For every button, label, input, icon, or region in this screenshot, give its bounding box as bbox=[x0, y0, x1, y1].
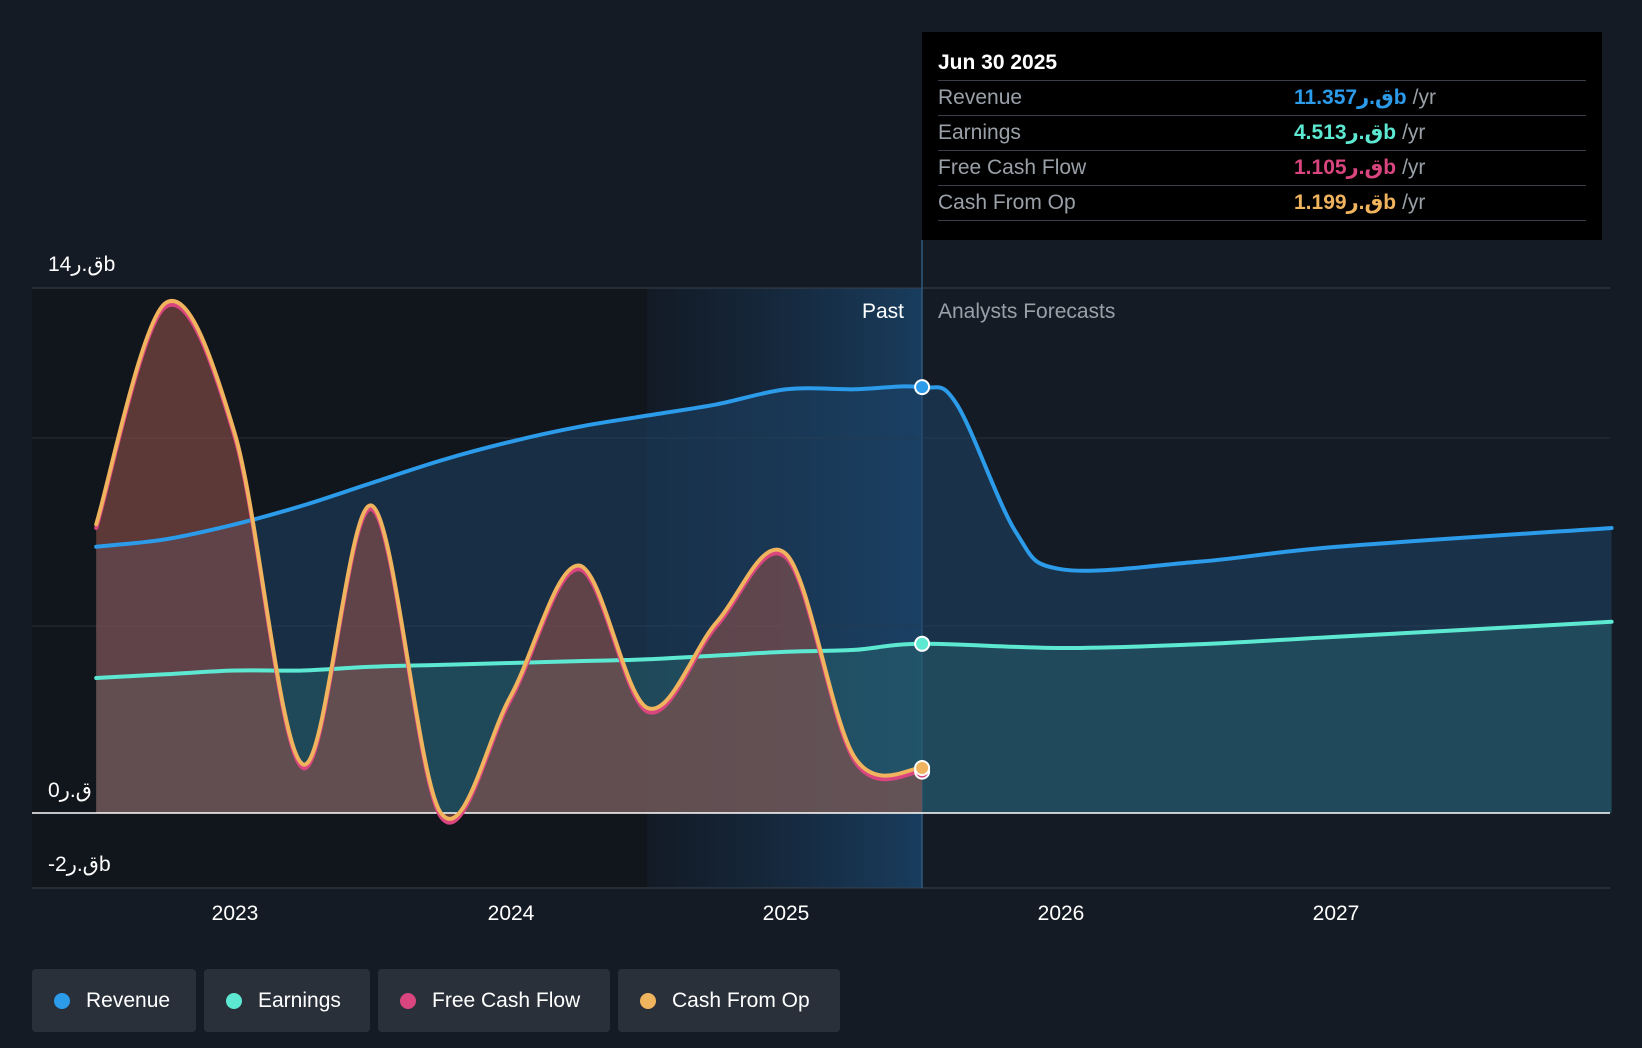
tooltip-value-text: 1.105ق.رb bbox=[1294, 156, 1397, 179]
x-tick-2026: 2026 bbox=[1037, 902, 1085, 925]
tooltip-unit: /yr bbox=[1402, 191, 1426, 214]
tooltip-value-text: 1.199ق.رb bbox=[1294, 191, 1397, 214]
free-cash-flow-area bbox=[96, 304, 923, 823]
tooltip-value-text: 4.513ق.رb bbox=[1294, 121, 1397, 144]
x-tick-2023: 2023 bbox=[211, 902, 259, 925]
tooltip-row-revenue: Revenue 11.357ق.رb/yr bbox=[938, 81, 1586, 116]
legend-label: Earnings bbox=[258, 988, 341, 1012]
tooltip-unit: /yr bbox=[1412, 86, 1436, 109]
tooltip-panel: Jun 30 2025 Revenue 11.357ق.رb/yr Earnin… bbox=[922, 32, 1602, 240]
tooltip-row-cfo: Cash From Op 1.199ق.رb/yr bbox=[938, 186, 1586, 221]
tooltip-label: Revenue bbox=[938, 86, 1023, 109]
tooltip-value: 11.357ق.رb/yr bbox=[1294, 81, 1436, 114]
revenue-area bbox=[96, 386, 1612, 813]
cash-from-op-marker[interactable] bbox=[914, 760, 931, 776]
earnings-marker[interactable] bbox=[914, 635, 931, 652]
tooltip-label: Cash From Op bbox=[938, 191, 1076, 214]
forecast-label: Analysts Forecasts bbox=[938, 300, 1116, 323]
legend-dot-icon bbox=[640, 992, 656, 1009]
tooltip-row-earnings: Earnings 4.513ق.رb/yr bbox=[938, 116, 1586, 151]
tooltip-date: Jun 30 2025 bbox=[938, 46, 1586, 81]
legend-label: Cash From Op bbox=[672, 988, 810, 1012]
legend-free-cash-flow[interactable]: Free Cash Flow bbox=[378, 969, 610, 1032]
tooltip-row-fcf: Free Cash Flow 1.105ق.رb/yr bbox=[938, 151, 1586, 186]
legend-dot-icon bbox=[54, 992, 70, 1009]
y-label-zero: 0ق.ر bbox=[48, 779, 92, 802]
tooltip-value-text: 11.357ق.رb bbox=[1294, 86, 1407, 109]
tooltip-value: 1.105ق.رb/yr bbox=[1294, 151, 1425, 184]
legend-label: Free Cash Flow bbox=[432, 988, 581, 1012]
legend-cash-from-op[interactable]: Cash From Op bbox=[618, 969, 840, 1032]
earnings-line bbox=[94, 619, 1614, 680]
tooltip-unit: /yr bbox=[1402, 121, 1426, 144]
tooltip-label: Free Cash Flow bbox=[938, 156, 1087, 179]
past-label: Past bbox=[861, 300, 904, 323]
legend-dot-icon bbox=[400, 992, 416, 1009]
x-tick-2025: 2025 bbox=[762, 902, 810, 925]
cash-from-op-area bbox=[96, 300, 923, 819]
cash-from-op-line bbox=[94, 299, 925, 821]
tooltip-value: 1.199ق.رb/yr bbox=[1294, 186, 1425, 219]
y-label-bottom: -2ق.رb bbox=[48, 853, 111, 876]
revenue-marker[interactable] bbox=[914, 379, 931, 396]
earnings-area bbox=[96, 621, 1612, 813]
legend-dot-icon bbox=[226, 992, 242, 1009]
legend-label: Revenue bbox=[86, 988, 171, 1012]
tooltip-value: 4.513ق.رb/yr bbox=[1294, 116, 1425, 149]
legend-revenue[interactable]: Revenue bbox=[32, 969, 196, 1032]
x-tick-2027: 2027 bbox=[1312, 902, 1360, 925]
legend-earnings[interactable]: Earnings bbox=[204, 969, 370, 1032]
revenue-line bbox=[94, 384, 1614, 573]
tooltip-unit: /yr bbox=[1402, 156, 1426, 179]
y-label-top: 14ق.رb bbox=[48, 253, 116, 276]
x-tick-2024: 2024 bbox=[487, 902, 535, 925]
tooltip-label: Earnings bbox=[938, 121, 1021, 144]
